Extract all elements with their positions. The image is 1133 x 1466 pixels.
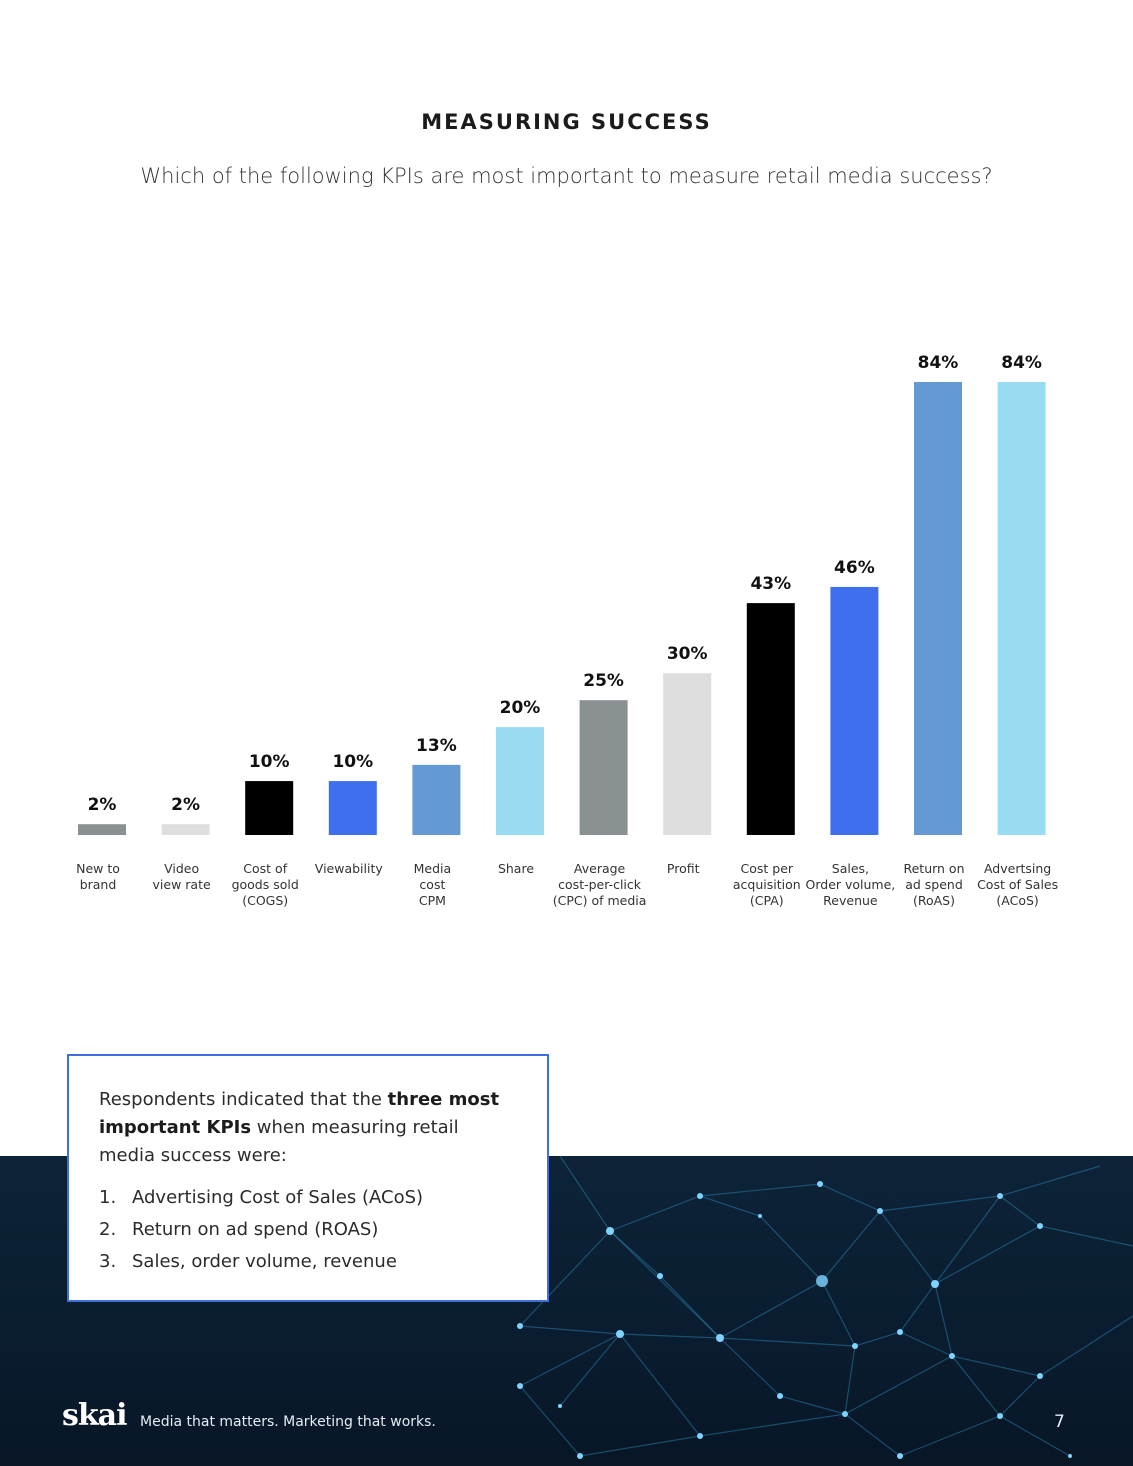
bar-value-label: 10%	[332, 752, 373, 772]
category-label-line: Media	[414, 861, 452, 876]
bar-value-label: 84%	[918, 353, 959, 373]
list-item: 3. Sales, order volume, revenue	[99, 1246, 517, 1278]
category-label: Profit	[667, 861, 700, 876]
page-number: 7	[1054, 1412, 1065, 1432]
top-kpi-list: 1. Advertising Cost of Sales (ACoS) 2. R…	[99, 1182, 517, 1278]
callout-intro-text-end: when measuring retail media success were…	[99, 1117, 459, 1166]
bar	[245, 781, 294, 835]
category-label-line: Order volume,	[806, 877, 896, 892]
category-label-line: Video	[164, 861, 199, 876]
category-label: Sales, Order volume, Revenue	[806, 861, 896, 908]
key-findings-callout: Respondents indicated that the three mos…	[67, 1054, 549, 1302]
bar	[496, 727, 544, 835]
bar	[328, 781, 377, 835]
bar-value-label: 46%	[834, 558, 875, 578]
bar	[914, 382, 962, 835]
category-label-line: cost	[419, 877, 445, 892]
category-label-line: (CPC) of media	[553, 893, 647, 908]
category-label-line: goods sold	[232, 877, 299, 892]
category-label-line: Cost of	[243, 861, 287, 876]
footer-tagline: Media that matters. Marketing that works…	[140, 1414, 436, 1430]
category-label-line: ad spend	[905, 877, 963, 892]
category-label: New to brand	[76, 861, 120, 892]
bar	[746, 603, 795, 835]
skai-logo: skai	[62, 1398, 128, 1433]
kpi-bar-chart: 2% New to brand 2% Video view rate 10% Cost of g…	[76, 353, 1058, 908]
category-label-line: Sales,	[832, 861, 869, 876]
category-label-line: acquisition	[733, 877, 801, 892]
list-text: Sales, order volume, revenue	[132, 1251, 397, 1272]
category-label-line: Return on	[903, 861, 964, 876]
category-label-line: (ACoS)	[996, 893, 1038, 908]
list-number: 2.	[99, 1219, 117, 1240]
list-item: 2. Return on ad spend (ROAS)	[99, 1214, 517, 1246]
category-label-line: (COGS)	[242, 893, 288, 908]
category-label-line: brand	[80, 877, 117, 892]
bar-value-label: 20%	[500, 698, 541, 718]
bar	[830, 586, 879, 835]
bar	[412, 764, 461, 835]
bar-value-label: 10%	[249, 752, 290, 772]
category-label-line: view rate	[153, 877, 211, 892]
bar	[997, 382, 1046, 835]
list-number: 3.	[99, 1251, 117, 1272]
bar-value-label: 30%	[667, 644, 708, 664]
bar-value-label: 43%	[750, 574, 791, 594]
bar	[579, 700, 628, 835]
bar	[663, 673, 712, 835]
network-graphic	[517, 1156, 1133, 1459]
page-title: MEASURING SUCCESS	[421, 110, 712, 134]
category-label: Video view rate	[153, 861, 211, 892]
category-label: Share	[498, 861, 534, 876]
category-label: Viewability	[315, 861, 384, 876]
category-label-line: Average	[574, 861, 626, 876]
category-label-line: Cost of Sales	[977, 877, 1058, 892]
list-text: Return on ad spend (ROAS)	[132, 1219, 379, 1240]
bar-value-label: 84%	[1001, 353, 1042, 373]
category-label: Return on ad spend (RoAS)	[903, 861, 964, 908]
category-label-line: Profit	[667, 861, 700, 876]
callout-intro: Respondents indicated that the three mos…	[99, 1086, 517, 1170]
category-label: Media cost CPM	[414, 861, 452, 908]
category-label: Average cost-per-click (CPC) of media	[553, 861, 647, 908]
category-label-line: (CPA)	[750, 893, 784, 908]
category-label-line: Revenue	[823, 893, 878, 908]
category-label-line: Cost per	[741, 861, 794, 876]
category-label: Advertsing Cost of Sales (ACoS)	[977, 861, 1058, 908]
category-label-line: Viewability	[315, 861, 384, 876]
bar-value-label: 2%	[88, 795, 117, 815]
callout-intro-text: Respondents indicated that the	[99, 1089, 388, 1110]
category-label-line: Share	[498, 861, 534, 876]
bar	[161, 824, 210, 835]
category-label: Cost of goods sold (COGS)	[232, 861, 299, 908]
bar-value-label: 13%	[416, 736, 457, 756]
category-label-line: Advertsing	[984, 861, 1051, 876]
category-label-line: cost-per-click	[558, 877, 642, 892]
list-item: 1. Advertising Cost of Sales (ACoS)	[99, 1182, 517, 1214]
category-label: Cost per acquisition (CPA)	[733, 861, 801, 908]
survey-question: Which of the following KPIs are most imp…	[140, 164, 993, 188]
category-label-line: New to	[76, 861, 120, 876]
list-number: 1.	[99, 1187, 117, 1208]
bar-value-label: 2%	[171, 795, 200, 815]
bar-value-label: 25%	[583, 671, 624, 691]
category-label-line: (RoAS)	[913, 893, 955, 908]
bar	[78, 824, 126, 835]
callout-intro-bold: three most important KPIs	[99, 1089, 500, 1138]
list-text: Advertising Cost of Sales (ACoS)	[132, 1187, 424, 1208]
category-label-line: CPM	[419, 893, 446, 908]
